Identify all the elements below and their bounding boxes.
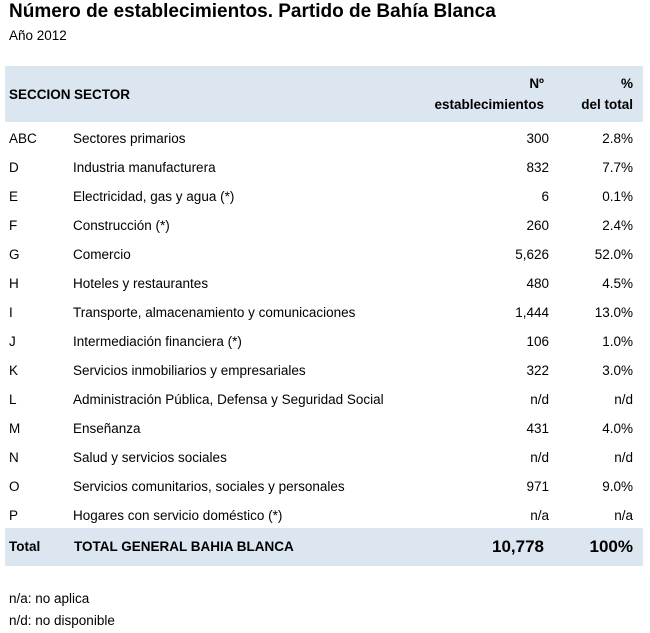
- header-pct-line1: %: [620, 76, 633, 91]
- header-sector: SECTOR: [74, 87, 131, 102]
- cell-pct: 4.5%: [602, 276, 633, 291]
- cell-pct: 1.0%: [602, 334, 633, 349]
- cell-pct: 52.0%: [594, 247, 633, 262]
- cell-count: n/d: [530, 450, 549, 465]
- data-table: ABC Sectores primarios 300 2.8% D Industria m…: [5, 124, 643, 530]
- cell-pct: 2.4%: [602, 218, 633, 233]
- cell-count: 1,444: [515, 305, 549, 320]
- cell-count: 431: [526, 421, 549, 436]
- cell-seccion: N: [9, 450, 19, 465]
- footnote-nd: n/d: no disponible: [9, 613, 115, 628]
- cell-sector: Salud y servicios sociales: [73, 450, 227, 465]
- cell-sector: Enseñanza: [73, 421, 141, 436]
- cell-seccion: M: [9, 421, 21, 436]
- total-sector: TOTAL GENERAL BAHIA BLANCA: [74, 539, 294, 554]
- cell-sector: Industria manufacturera: [73, 160, 216, 175]
- header-seccion: SECCION: [9, 87, 71, 102]
- cell-sector: Servicios comunitarios, sociales y perso…: [73, 479, 345, 494]
- cell-count: 832: [526, 160, 549, 175]
- cell-sector: Comercio: [73, 247, 131, 262]
- cell-seccion: H: [9, 276, 19, 291]
- cell-pct: n/d: [614, 392, 633, 407]
- table-row: O Servicios comunitarios, sociales y pers…: [5, 472, 643, 501]
- cell-sector: Construcción (*): [73, 218, 170, 233]
- table-row: K Servicios inmobiliarios y empresariales…: [5, 356, 643, 385]
- table-row: P Hogares con servicio doméstico (*) n/a n/…: [5, 501, 643, 530]
- cell-seccion: ABC: [9, 131, 37, 146]
- cell-seccion: J: [9, 334, 16, 349]
- header-pct-line2: del total: [581, 97, 633, 112]
- cell-sector: Hoteles y restaurantes: [73, 276, 209, 291]
- cell-sector: Intermediación financiera (*): [73, 334, 242, 349]
- cell-sector: Administración Pública, Defensa y Seguri…: [73, 392, 384, 407]
- cell-seccion: D: [9, 160, 19, 175]
- cell-count: n/a: [530, 508, 549, 523]
- cell-count: 5,626: [515, 247, 549, 262]
- cell-seccion: I: [9, 305, 13, 320]
- table-header: SECCION SECTOR Nº establecimientos % del…: [5, 66, 643, 122]
- cell-sector: Sectores primarios: [73, 131, 186, 146]
- table-row: E Electricidad, gas y agua (*) 6 0.1%: [5, 182, 643, 211]
- cell-sector: Electricidad, gas y agua (*): [73, 189, 235, 204]
- cell-pct: n/a: [614, 508, 633, 523]
- table-row: I Transporte, almacenamiento y comunicaci…: [5, 298, 643, 327]
- table-row: D Industria manufacturera 832 7.7%: [5, 153, 643, 182]
- cell-pct: 13.0%: [594, 305, 633, 320]
- total-count: 10,778: [492, 537, 544, 556]
- total-seccion: Total: [9, 539, 41, 554]
- cell-sector: Servicios inmobiliarios y empresariales: [73, 363, 306, 378]
- total-pct: 100%: [589, 537, 633, 556]
- cell-pct: n/d: [614, 450, 633, 465]
- cell-seccion: K: [9, 363, 19, 378]
- cell-pct: 3.0%: [602, 363, 633, 378]
- page-subtitle: Año 2012: [9, 28, 67, 43]
- header-count-line1: Nº: [529, 76, 544, 91]
- cell-count: 322: [526, 363, 549, 378]
- cell-pct: 2.8%: [602, 131, 633, 146]
- cell-pct: 7.7%: [602, 160, 633, 175]
- cell-seccion: F: [9, 218, 18, 233]
- cell-sector: Hogares con servicio doméstico (*): [73, 508, 283, 523]
- table-row: H Hoteles y restaurantes 480 4.5%: [5, 269, 643, 298]
- cell-sector: Transporte, almacenamiento y comunicacio…: [73, 305, 356, 320]
- cell-seccion: P: [9, 508, 19, 523]
- table-row: G Comercio 5,626 52.0%: [5, 240, 643, 269]
- cell-seccion: O: [9, 479, 20, 494]
- cell-count: n/d: [530, 392, 549, 407]
- cell-seccion: E: [9, 189, 19, 204]
- table-row: M Enseñanza 431 4.0%: [5, 414, 643, 443]
- table-row: F Construcción (*) 260 2.4%: [5, 211, 643, 240]
- cell-count: 480: [526, 276, 549, 291]
- page-title: Número de establecimientos. Partido de B…: [9, 1, 496, 22]
- cell-seccion: L: [9, 392, 17, 407]
- cell-count: 300: [526, 131, 549, 146]
- cell-pct: 9.0%: [602, 479, 633, 494]
- table-row: J Intermediación financiera (*) 106 1.0%: [5, 327, 643, 356]
- table-row: N Salud y servicios sociales n/d n/d: [5, 443, 643, 472]
- footnote-na: n/a: no aplica: [9, 591, 90, 606]
- cell-pct: 0.1%: [602, 189, 633, 204]
- cell-pct: 4.0%: [602, 421, 633, 436]
- cell-count: 971: [526, 479, 549, 494]
- cell-count: 106: [526, 334, 549, 349]
- cell-count: 260: [526, 218, 549, 233]
- table-row: L Administración Pública, Defensa y Segur…: [5, 385, 643, 414]
- cell-seccion: G: [9, 247, 20, 262]
- cell-count: 6: [541, 189, 549, 204]
- table-row: ABC Sectores primarios 300 2.8%: [5, 124, 643, 153]
- total-row: Total TOTAL GENERAL BAHIA BLANCA 10,778 …: [5, 528, 643, 566]
- header-count-line2: establecimientos: [434, 97, 544, 112]
